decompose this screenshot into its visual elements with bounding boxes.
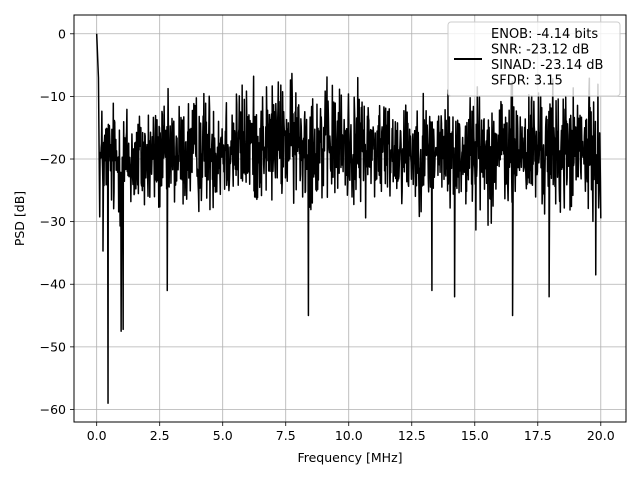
- legend-sfdr: SFDR: 3.15: [491, 74, 563, 89]
- psd-series-line: [95, 33, 602, 404]
- y-axis-ticks: 0 −10 −20 −30 −40 −50 −60: [40, 26, 74, 417]
- x-axis-label: Frequency [MHz]: [297, 450, 402, 465]
- legend-sinad: SINAD: -23.14 dB: [491, 58, 603, 73]
- x-tick-label: 0.0: [87, 428, 107, 443]
- axes-frame: [73, 14, 627, 423]
- y-tick-label: −20: [40, 152, 66, 167]
- x-tick-label: 12.5: [398, 428, 426, 443]
- y-tick-label: −30: [40, 214, 66, 229]
- legend-snr: SNR: -23.12 dB: [491, 43, 589, 58]
- legend-enob: ENOB: -4.14 bits: [491, 27, 598, 42]
- x-tick-label: 5.0: [213, 428, 233, 443]
- y-tick-label: −60: [40, 402, 66, 417]
- x-tick-label: 15.0: [461, 428, 489, 443]
- y-tick-label: −10: [40, 89, 66, 104]
- x-tick-label: 10.0: [335, 428, 363, 443]
- x-tick-label: 17.5: [524, 428, 552, 443]
- legend: ENOB: -4.14 bits SNR: -23.12 dB SINAD: -…: [447, 21, 621, 97]
- x-tick-label: 7.5: [276, 428, 296, 443]
- y-axis-label: PSD [dB]: [12, 191, 27, 246]
- y-tick-label: −50: [40, 339, 66, 354]
- legend-box: [447, 21, 621, 97]
- x-axis-ticks: 0.0 2.5 5.0 7.5 10.0 12.5 15.0 17.5 20.0: [87, 422, 615, 443]
- x-tick-label: 20.0: [587, 428, 615, 443]
- y-tick-label: −40: [40, 277, 66, 292]
- y-tick-label: 0: [58, 26, 66, 41]
- plot-area: [95, 33, 602, 404]
- x-tick-label: 2.5: [150, 428, 170, 443]
